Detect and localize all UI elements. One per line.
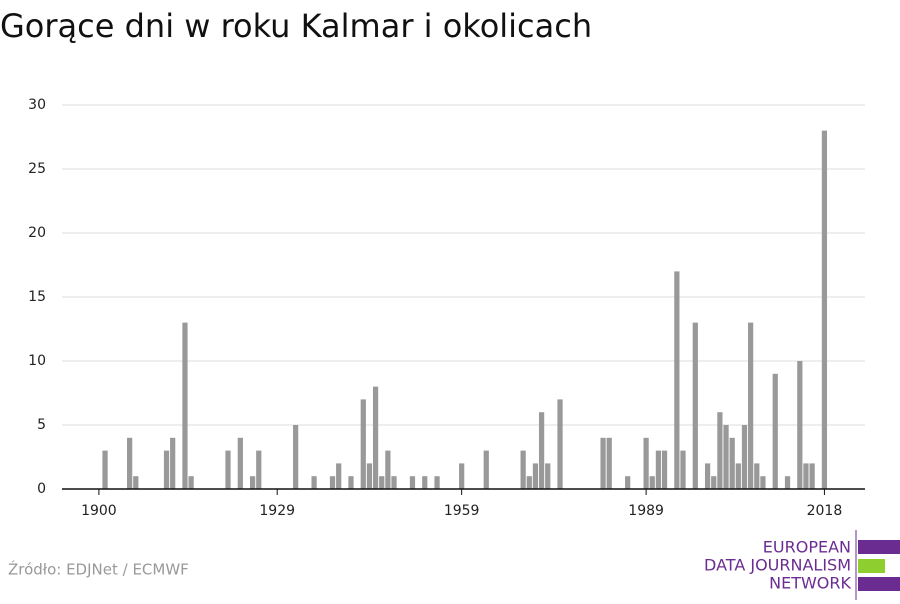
bar bbox=[391, 476, 397, 489]
bar bbox=[102, 450, 108, 489]
bar bbox=[784, 476, 791, 489]
bar bbox=[643, 437, 649, 489]
bar bbox=[170, 437, 176, 489]
bar bbox=[188, 476, 194, 489]
bar bbox=[372, 386, 379, 489]
y-tick-label: 10 bbox=[28, 353, 46, 369]
bar bbox=[729, 437, 735, 489]
x-tick-label: 1959 bbox=[444, 503, 480, 519]
bar bbox=[422, 476, 428, 489]
logo-text: DATA JOURNALISM bbox=[704, 556, 851, 575]
bar bbox=[655, 450, 662, 489]
bar bbox=[735, 463, 741, 489]
bar bbox=[379, 476, 385, 489]
bar bbox=[797, 361, 803, 489]
bar bbox=[545, 463, 551, 489]
bar bbox=[557, 399, 563, 489]
bar bbox=[532, 463, 539, 489]
bar bbox=[741, 425, 748, 489]
bar bbox=[625, 476, 631, 489]
bar bbox=[483, 450, 489, 489]
logo-text: EUROPEAN bbox=[763, 538, 851, 557]
bar bbox=[680, 450, 686, 489]
x-tick-label: 1929 bbox=[259, 503, 295, 519]
chart-title: Gorące dni w roku Kalmar i okolicach bbox=[0, 7, 592, 45]
y-tick-label: 15 bbox=[28, 289, 46, 305]
bar bbox=[538, 412, 545, 489]
bar bbox=[366, 463, 373, 489]
bar bbox=[348, 476, 354, 489]
x-tick-label: 2018 bbox=[807, 503, 843, 519]
bar bbox=[520, 450, 526, 489]
bar bbox=[526, 476, 532, 489]
bar bbox=[293, 425, 299, 489]
bar bbox=[692, 322, 698, 489]
y-tick-label: 20 bbox=[28, 225, 46, 241]
x-tick-label: 1989 bbox=[628, 503, 664, 519]
bar bbox=[360, 399, 366, 489]
bar bbox=[711, 476, 717, 489]
bar bbox=[760, 476, 766, 489]
bar bbox=[754, 463, 760, 489]
bar bbox=[127, 437, 133, 489]
bar bbox=[772, 373, 778, 489]
logo-text: NETWORK bbox=[769, 574, 851, 593]
bar bbox=[606, 437, 612, 489]
bar bbox=[434, 476, 440, 489]
y-tick-label: 30 bbox=[28, 97, 46, 113]
bar bbox=[409, 476, 416, 489]
bar bbox=[182, 322, 188, 489]
bar bbox=[336, 463, 342, 489]
bar bbox=[329, 476, 336, 489]
bar bbox=[163, 450, 170, 489]
bar bbox=[723, 425, 729, 489]
bar bbox=[649, 476, 655, 489]
bar bbox=[809, 463, 815, 489]
bar bbox=[225, 450, 231, 489]
bar bbox=[237, 437, 243, 489]
bar bbox=[821, 130, 828, 489]
x-tick-label: 1900 bbox=[81, 503, 117, 519]
y-tick-label: 5 bbox=[37, 417, 46, 433]
y-tick-label: 0 bbox=[37, 481, 46, 497]
bar bbox=[311, 476, 317, 489]
logo-bar bbox=[858, 540, 900, 554]
logo-bar bbox=[858, 577, 900, 591]
bar bbox=[717, 412, 723, 489]
logo: EUROPEAN DATA JOURNALISM NETWORK bbox=[704, 530, 900, 600]
bar bbox=[748, 322, 754, 489]
bar bbox=[600, 437, 606, 489]
bar bbox=[661, 450, 668, 489]
bar bbox=[704, 463, 711, 489]
bar bbox=[249, 476, 256, 489]
bar bbox=[803, 463, 809, 489]
bar bbox=[674, 271, 680, 489]
source: Źródło: EDJNet / ECMWF bbox=[8, 560, 189, 579]
bar bbox=[256, 450, 262, 489]
logo-bar bbox=[858, 559, 885, 573]
bar bbox=[459, 463, 465, 489]
y-tick-label: 25 bbox=[28, 161, 46, 177]
bar bbox=[133, 476, 139, 489]
bar bbox=[385, 450, 391, 489]
